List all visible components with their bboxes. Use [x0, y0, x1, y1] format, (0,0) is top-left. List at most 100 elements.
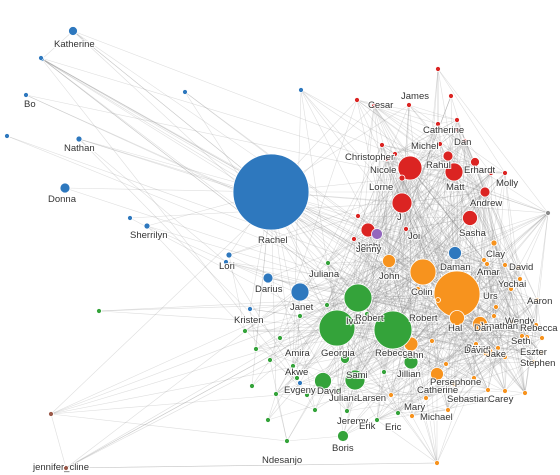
graph-node-unlabeled[interactable] — [406, 102, 412, 108]
graph-node[interactable] — [502, 388, 508, 394]
graph-node-unlabeled[interactable] — [304, 392, 310, 398]
graph-node[interactable] — [391, 192, 413, 214]
graph-node-unlabeled[interactable] — [508, 286, 514, 292]
graph-node[interactable] — [290, 282, 310, 302]
graph-node[interactable] — [68, 26, 78, 36]
graph-node[interactable] — [517, 276, 523, 282]
graph-node-unlabeled[interactable] — [23, 92, 29, 98]
graph-node-unlabeled[interactable] — [48, 411, 54, 417]
graph-node[interactable] — [430, 367, 444, 381]
graph-node-unlabeled[interactable] — [471, 375, 477, 381]
graph-node-unlabeled[interactable] — [545, 210, 551, 216]
graph-node-unlabeled[interactable] — [454, 117, 460, 123]
graph-node[interactable] — [509, 319, 515, 325]
graph-node-unlabeled[interactable] — [429, 338, 435, 344]
graph-node[interactable] — [403, 226, 409, 232]
graph-node[interactable] — [473, 341, 479, 347]
graph-node-unlabeled[interactable] — [481, 257, 487, 263]
graph-node[interactable] — [485, 387, 491, 393]
graph-node[interactable] — [63, 465, 69, 471]
graph-node-unlabeled[interactable] — [298, 87, 304, 93]
graph-node-unlabeled[interactable] — [379, 142, 385, 148]
graph-node[interactable] — [277, 335, 283, 341]
graph-node-unlabeled[interactable] — [297, 380, 303, 386]
graph-node[interactable] — [519, 333, 525, 339]
graph-node[interactable] — [325, 260, 331, 266]
graph-node-unlabeled[interactable] — [182, 89, 188, 95]
graph-node-unlabeled[interactable] — [522, 390, 528, 396]
graph-node[interactable] — [538, 350, 544, 356]
graph-node-unlabeled[interactable] — [381, 369, 387, 375]
graph-node-unlabeled[interactable] — [297, 313, 303, 319]
graph-node-unlabeled[interactable] — [502, 354, 508, 360]
graph-node[interactable] — [384, 156, 390, 162]
graph-node[interactable] — [337, 430, 349, 442]
graph-node[interactable] — [533, 322, 539, 328]
graph-node[interactable] — [336, 387, 342, 393]
graph-node[interactable] — [449, 310, 465, 326]
graph-node[interactable] — [470, 157, 480, 167]
graph-node-unlabeled[interactable] — [242, 328, 248, 334]
graph-node[interactable] — [371, 103, 377, 109]
graph-node[interactable] — [482, 346, 494, 358]
graph-node[interactable] — [448, 246, 462, 260]
graph-node[interactable] — [284, 438, 290, 444]
graph-node[interactable] — [374, 417, 380, 423]
graph-node[interactable] — [38, 55, 44, 61]
graph-node-unlabeled[interactable] — [355, 213, 361, 219]
graph-node-unlabeled[interactable] — [273, 391, 279, 397]
graph-node[interactable] — [382, 254, 396, 268]
graph-node[interactable] — [448, 93, 454, 99]
graph-node[interactable] — [373, 310, 413, 350]
graph-node[interactable] — [490, 239, 498, 247]
graph-node-unlabeled[interactable] — [493, 304, 499, 310]
graph-node[interactable] — [324, 302, 330, 308]
graph-node[interactable] — [462, 138, 468, 144]
graph-node[interactable] — [455, 127, 461, 133]
graph-node[interactable] — [294, 375, 300, 381]
graph-node[interactable] — [314, 372, 332, 390]
graph-node[interactable] — [232, 153, 310, 231]
graph-node-unlabeled[interactable] — [312, 407, 318, 413]
graph-node[interactable] — [398, 174, 406, 182]
graph-node[interactable] — [534, 297, 540, 303]
graph-node-unlabeled[interactable] — [267, 357, 273, 363]
graph-node-unlabeled[interactable] — [434, 460, 440, 466]
graph-node-unlabeled[interactable] — [364, 311, 370, 317]
graph-node-unlabeled[interactable] — [249, 383, 255, 389]
graph-node[interactable] — [444, 162, 464, 182]
graph-node-unlabeled[interactable] — [488, 170, 494, 176]
graph-node[interactable] — [318, 309, 356, 347]
graph-node[interactable] — [344, 408, 350, 414]
graph-node-unlabeled[interactable] — [437, 141, 443, 147]
graph-node-unlabeled[interactable] — [96, 308, 102, 314]
graph-node[interactable] — [403, 354, 419, 370]
graph-node[interactable] — [225, 251, 233, 259]
graph-node[interactable] — [343, 283, 373, 313]
graph-node[interactable] — [262, 272, 274, 284]
graph-node-unlabeled[interactable] — [502, 262, 508, 268]
graph-node-unlabeled[interactable] — [253, 346, 259, 352]
graph-node[interactable] — [451, 381, 457, 387]
graph-node[interactable] — [484, 261, 490, 267]
graph-node-unlabeled[interactable] — [415, 286, 421, 292]
graph-node[interactable] — [515, 265, 521, 271]
graph-node-unlabeled[interactable] — [392, 151, 398, 157]
graph-node[interactable] — [472, 316, 488, 332]
graph-node[interactable] — [247, 306, 253, 312]
graph-node-unlabeled[interactable] — [265, 417, 271, 423]
graph-node-unlabeled[interactable] — [539, 335, 545, 341]
graph-node[interactable] — [502, 170, 508, 176]
graph-node[interactable] — [435, 297, 441, 303]
graph-node[interactable] — [395, 410, 401, 416]
graph-node[interactable] — [423, 395, 429, 401]
graph-node[interactable] — [462, 210, 478, 226]
graph-node[interactable] — [442, 150, 454, 162]
graph-node-unlabeled[interactable] — [4, 133, 10, 139]
graph-node[interactable] — [290, 363, 296, 369]
graph-node[interactable] — [340, 354, 350, 364]
graph-node[interactable] — [59, 182, 71, 194]
graph-node-unlabeled[interactable] — [388, 392, 394, 398]
graph-node[interactable] — [371, 228, 383, 240]
graph-node[interactable] — [445, 407, 451, 413]
